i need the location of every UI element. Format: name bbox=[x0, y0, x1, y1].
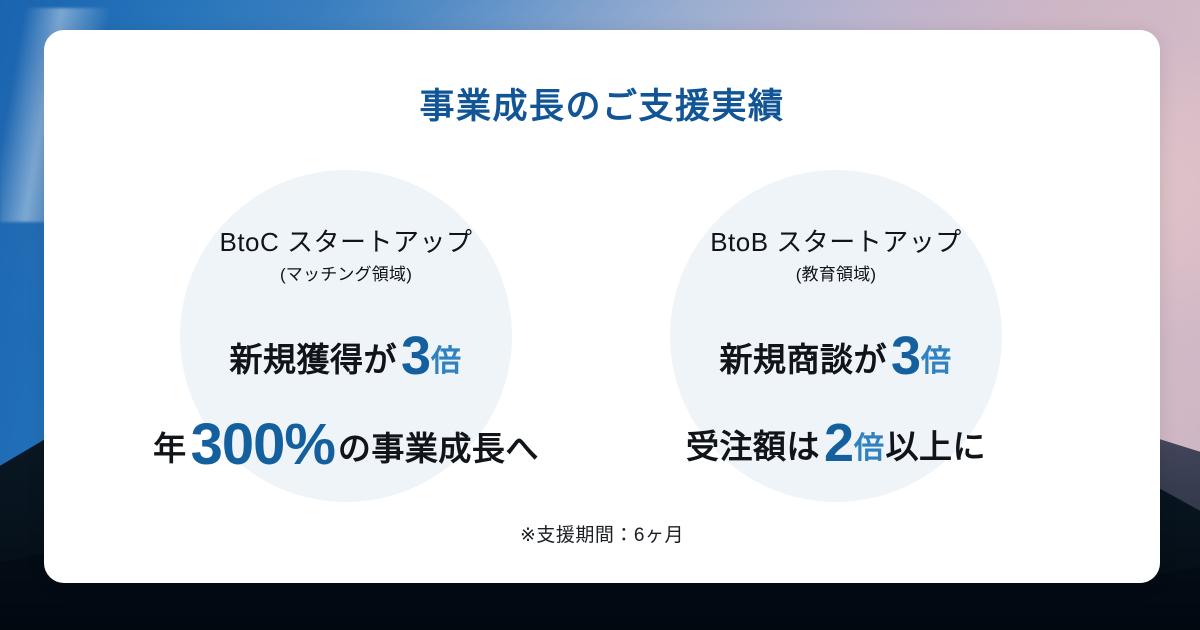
stat-btob-2-value: 2 bbox=[823, 413, 854, 474]
stat-btob-2-suffix: 以上に bbox=[885, 428, 987, 466]
stat-btob-1-value: 3 bbox=[890, 326, 921, 387]
content-card: 事業成長のご支援実績 BtoC スタートアップ (マッチング領域) 新規獲得が3… bbox=[44, 30, 1160, 583]
stat-btoc-1: 新規獲得が3倍 bbox=[120, 329, 572, 383]
stat-btoc-2-suffix: の事業成長へ bbox=[337, 430, 539, 468]
panel-subheading-btoc: (マッチング領域) bbox=[279, 264, 413, 284]
stat-btoc-2-prefix: 年 bbox=[153, 430, 187, 468]
stat-btob-1-unit: 倍 bbox=[921, 345, 952, 379]
stat-btob-2: 受注額は2倍以上に bbox=[610, 416, 1062, 470]
results-panels: BtoC スタートアップ (マッチング領域) 新規獲得が3倍 年300%の事業成… bbox=[44, 170, 1160, 530]
stat-btoc-1-unit: 倍 bbox=[431, 345, 462, 379]
result-panel-btoc: BtoC スタートアップ (マッチング領域) 新規獲得が3倍 年300%の事業成… bbox=[153, 170, 538, 502]
stat-btoc-1-value: 3 bbox=[400, 326, 431, 387]
panel-heading-btoc: BtoC スタートアップ bbox=[219, 227, 473, 257]
stat-btoc-2-value: 300% bbox=[190, 412, 336, 478]
result-panel-btob-content: BtoB スタートアップ (教育領域) 新規商談が3倍 受注額は2倍以上に bbox=[610, 170, 1062, 470]
stat-btoc-1-prefix: 新規獲得が bbox=[229, 341, 397, 379]
result-panel-btoc-content: BtoC スタートアップ (マッチング領域) 新規獲得が3倍 年300%の事業成… bbox=[120, 170, 572, 474]
result-panel-btob: BtoB スタートアップ (教育領域) 新規商談が3倍 受注額は2倍以上に bbox=[670, 170, 1002, 502]
footnote-support-period: ※支援期間：6ヶ月 bbox=[520, 525, 684, 546]
panel-heading-btob: BtoB スタートアップ bbox=[710, 227, 962, 257]
panel-subheading-btob: (教育領域) bbox=[795, 264, 877, 284]
stat-btob-2-unit: 倍 bbox=[854, 432, 885, 466]
stat-btob-2-prefix: 受注額は bbox=[685, 428, 820, 466]
page-title: 事業成長のご支援実績 bbox=[419, 87, 785, 126]
stat-btob-1: 新規商談が3倍 bbox=[610, 329, 1062, 383]
stat-btoc-2: 年300%の事業成長へ bbox=[120, 416, 572, 474]
stat-btob-1-prefix: 新規商談が bbox=[719, 341, 887, 379]
